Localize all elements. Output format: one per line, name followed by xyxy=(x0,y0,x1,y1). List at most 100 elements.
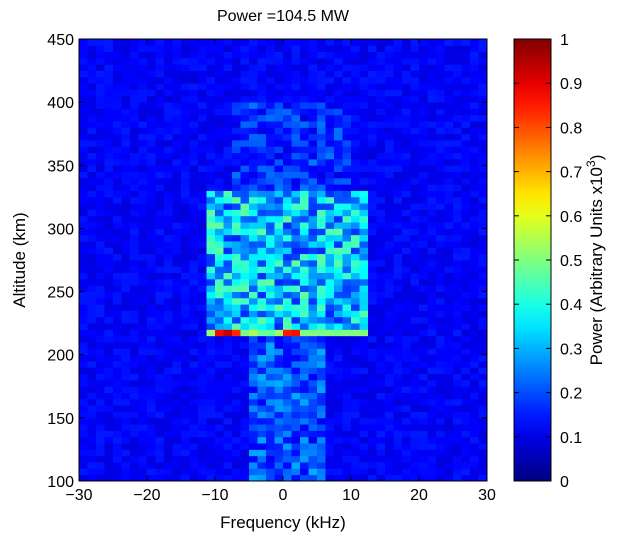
heatmap-cell xyxy=(79,348,88,356)
heatmap-cell xyxy=(427,196,437,204)
heatmap-cell xyxy=(453,392,462,400)
heatmap-cell xyxy=(461,342,471,349)
heatmap-cell xyxy=(274,184,284,191)
heatmap-cell xyxy=(96,443,105,450)
heatmap-cell xyxy=(291,121,301,128)
heatmap-cell xyxy=(351,215,360,223)
heatmap-cell xyxy=(104,158,114,166)
heatmap-cell xyxy=(206,443,216,450)
heatmap-cell xyxy=(376,462,386,469)
heatmap-cell xyxy=(198,158,207,166)
heatmap-cell xyxy=(283,146,292,154)
heatmap-cell xyxy=(198,127,207,135)
heatmap-cell xyxy=(410,329,420,337)
heatmap-cell xyxy=(257,222,267,229)
heatmap-cell xyxy=(121,373,131,381)
heatmap-cell xyxy=(240,121,250,128)
heatmap-cell xyxy=(181,114,190,122)
heatmap-cell xyxy=(436,455,445,463)
heatmap-cell xyxy=(215,102,224,109)
heatmap-cell xyxy=(113,57,122,65)
heatmap-cell xyxy=(342,228,352,236)
heatmap-cell xyxy=(444,297,454,305)
heatmap-cell xyxy=(206,417,216,425)
heatmap-cell xyxy=(215,468,224,476)
heatmap-cell xyxy=(266,177,275,185)
heatmap-cell xyxy=(308,51,318,59)
heatmap-cell xyxy=(172,436,182,444)
heatmap-cell xyxy=(419,455,428,463)
heatmap-cell xyxy=(359,89,369,97)
heatmap-cell xyxy=(283,297,292,305)
heatmap-cell xyxy=(138,171,148,179)
heatmap-cell xyxy=(376,76,386,84)
heatmap-cell xyxy=(427,152,437,160)
heatmap-cell xyxy=(113,392,122,400)
heatmap-cell xyxy=(478,310,488,318)
heatmap-cell xyxy=(87,443,97,450)
heatmap-cell xyxy=(198,51,207,59)
heatmap-cell xyxy=(444,76,454,84)
heatmap-cell xyxy=(385,304,394,311)
heatmap-cell xyxy=(453,64,462,71)
heatmap-cell xyxy=(257,127,267,135)
heatmap-cell xyxy=(470,102,479,109)
heatmap-cell xyxy=(266,165,275,172)
heatmap-cell xyxy=(274,177,284,185)
heatmap-cell xyxy=(206,222,216,229)
y-tick-label: 300 xyxy=(47,221,74,238)
heatmap-cell xyxy=(274,253,284,261)
heatmap-cell xyxy=(393,379,403,387)
heatmap-cell xyxy=(257,241,267,248)
heatmap-cell xyxy=(359,361,369,368)
heatmap-cell xyxy=(444,449,454,457)
colorbar-label-sup: 3 xyxy=(584,160,598,167)
heatmap-cell xyxy=(453,417,462,425)
heatmap-cell xyxy=(121,241,131,248)
heatmap-cell xyxy=(478,152,488,160)
heatmap-cell xyxy=(283,436,292,444)
heatmap-cell xyxy=(274,140,284,147)
heatmap-cell xyxy=(478,329,488,337)
heatmap-cell xyxy=(393,146,403,154)
heatmap-cell xyxy=(334,95,343,103)
heatmap-cell xyxy=(206,398,216,406)
heatmap-cell xyxy=(334,177,343,185)
heatmap-cell xyxy=(223,39,233,46)
heatmap-cell xyxy=(436,430,445,438)
heatmap-cell xyxy=(334,392,343,400)
heatmap-cell xyxy=(436,121,445,128)
heatmap-cell xyxy=(121,70,131,78)
heatmap-cell xyxy=(121,386,131,393)
heatmap-cell xyxy=(317,140,326,147)
heatmap-cell xyxy=(121,272,131,280)
heatmap-cell xyxy=(351,304,360,311)
heatmap-cell xyxy=(79,443,88,450)
heatmap-cell xyxy=(96,140,105,147)
heatmap-cell xyxy=(223,140,233,147)
heatmap-cell xyxy=(368,140,377,147)
heatmap-cell xyxy=(198,335,207,343)
heatmap-cell xyxy=(215,367,224,375)
heatmap-cell xyxy=(376,474,386,482)
heatmap-cell xyxy=(266,152,275,160)
heatmap-cell xyxy=(359,102,369,109)
heatmap-cell xyxy=(147,266,156,274)
heatmap-plot-area xyxy=(79,39,488,482)
heatmap-cell xyxy=(130,474,139,482)
heatmap-cell xyxy=(359,45,369,53)
heatmap-cell xyxy=(130,424,139,431)
heatmap-cell xyxy=(138,316,148,324)
heatmap-cell xyxy=(461,367,471,375)
heatmap-cell xyxy=(181,411,190,419)
heatmap-cell xyxy=(181,241,190,248)
heatmap-cell xyxy=(470,253,479,261)
heatmap-cell xyxy=(342,436,352,444)
heatmap-cell xyxy=(274,203,284,210)
heatmap-cell xyxy=(308,474,318,482)
y-tick-label: 250 xyxy=(47,285,74,302)
heatmap-cell xyxy=(453,184,462,191)
heatmap-cell xyxy=(223,436,233,444)
heatmap-cell xyxy=(79,108,88,116)
heatmap-cell xyxy=(181,310,190,318)
